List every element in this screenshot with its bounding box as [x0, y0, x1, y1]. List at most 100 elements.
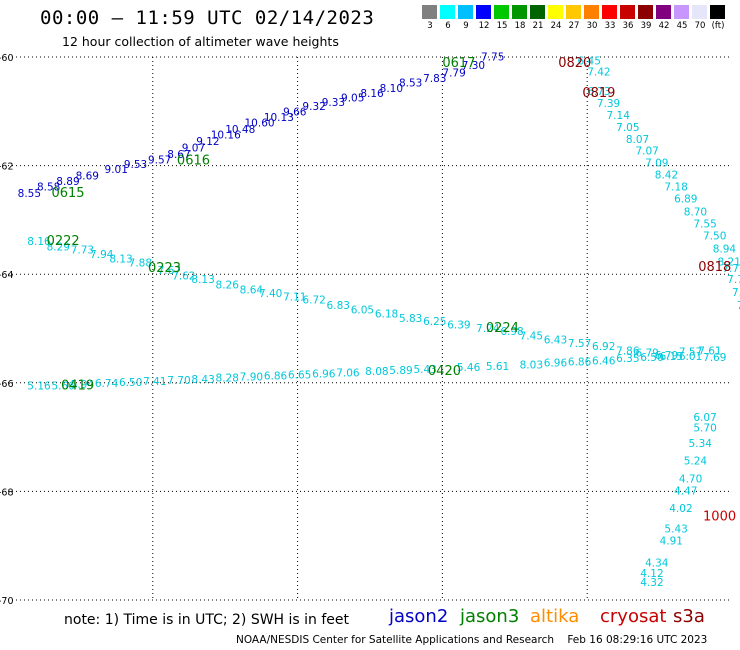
wave-height-value: 8.16 [27, 236, 51, 248]
wave-height-value: 8.07 [626, 134, 649, 146]
wave-height-value: 6.86 [264, 371, 288, 383]
altimeter-map: -60-62-64-66-68-70-150-147-144-141-138-1… [0, 51, 740, 605]
color-scale-label: 39 [640, 21, 652, 31]
wave-height-value: 9.12 [196, 136, 219, 148]
wave-height-value: 7.73 [71, 245, 94, 257]
wave-height-value: 4.91 [660, 536, 683, 548]
wave-height-value: 7.75 [727, 274, 740, 286]
track-pass-label: 0224 [486, 321, 519, 336]
lat-tick-label: -64 [0, 270, 14, 281]
color-scale-label: 6 [445, 21, 451, 31]
wave-height-value: 9.53 [124, 159, 147, 171]
wave-height-value: 10.48 [225, 124, 255, 136]
wave-height-value: 5.43 [413, 364, 436, 376]
wave-height-value: 9.33 [322, 97, 345, 109]
color-scale-label: 9 [463, 21, 469, 31]
wave-height-value: 8.64 [240, 285, 264, 297]
wave-height-value: 7.83 [423, 73, 446, 85]
track-pass-label: 0818 [698, 260, 731, 275]
wave-height-value: 9.32 [302, 101, 325, 113]
legend-cryosat: cryosat [600, 606, 667, 627]
wave-height-value: 8.94 [713, 243, 737, 255]
wave-height-value: 9.66 [283, 107, 307, 119]
wave-height-value: 6.43 [544, 335, 567, 347]
wave-height-value: 7.39 [597, 98, 620, 110]
wave-height-value: 5.46 [457, 362, 481, 374]
track-pass-label: 0222 [47, 234, 80, 249]
wave-height-value: 6.45 [578, 56, 601, 68]
track-pass-label: 0820 [558, 56, 591, 71]
wave-height-value: 8.21 [718, 257, 740, 269]
wave-height-value: 4.02 [669, 503, 692, 515]
wave-height-value: 7.94 [90, 249, 114, 261]
lat-tick-label: -62 [0, 162, 14, 173]
lat-tick-label: -70 [0, 596, 14, 605]
color-scale-label: 3 [427, 21, 433, 31]
wave-height-value: 8.69 [76, 171, 99, 183]
color-scale-box [548, 5, 563, 19]
color-scale-box [710, 5, 725, 19]
color-scale-box [530, 5, 545, 19]
lat-tick-label: -68 [0, 487, 14, 498]
legend-s3a: s3a [673, 606, 705, 627]
wave-height-value: 5.43 [664, 524, 687, 536]
wave-height-value: 8.70 [684, 207, 707, 219]
wave-height-value: 7.90 [737, 300, 740, 312]
wave-height-value: 7.69 [703, 352, 726, 364]
wave-height-value: 9.01 [105, 164, 128, 176]
wave-height-value: 7.61 [698, 346, 721, 358]
wave-height-value: 6.05 [351, 304, 374, 316]
wave-height-value: 6.46 [592, 355, 616, 367]
color-scale-box [566, 5, 581, 19]
wave-height-value: 7.57 [679, 347, 702, 359]
wave-height-value: 4.12 [640, 568, 663, 580]
color-scale-box [638, 5, 653, 19]
track-pass-label: 0223 [148, 261, 181, 276]
track-pass-label: 0616 [177, 154, 210, 169]
lat-tick-label: -60 [0, 53, 14, 64]
wave-height-value: 7.30 [462, 60, 485, 72]
wave-height-value: 6.18 [375, 309, 398, 321]
track-pass-label: 0420 [428, 364, 461, 379]
wave-height-value: 5.34 [689, 438, 713, 450]
wave-height-value: 8.67 [167, 149, 190, 161]
track-pass-label: 0819 [582, 86, 615, 101]
wave-height-value: 5.83 [399, 313, 422, 325]
color-scale-box [422, 5, 437, 19]
color-scale-label: 27 [568, 21, 580, 31]
track-pass-label: 0615 [51, 186, 84, 201]
color-scale-box [512, 5, 527, 19]
wave-height-value: 7.75 [481, 51, 504, 63]
wave-height-value: 8.13 [191, 274, 214, 286]
legend-jason2: jason2 [389, 606, 449, 627]
wave-height-value: 8.13 [109, 253, 132, 265]
wave-height-value: 7.50 [703, 230, 726, 242]
wave-height-value: 7.79 [442, 68, 465, 80]
wave-height-value: 7.40 [259, 288, 282, 300]
wave-height-value: 8.43 [191, 374, 214, 386]
wave-height-value: 9.05 [341, 93, 364, 105]
wave-height-value: 7.06 [336, 367, 360, 379]
color-scale-label: 12 [478, 21, 490, 31]
wave-height-value: 10.16 [211, 129, 241, 141]
map-title: 00:00 – 11:59 UTC 02/14/2023 [40, 7, 375, 29]
wave-height-value: 6.15 [660, 351, 683, 363]
wave-height-value: 7.90 [240, 372, 263, 384]
color-scale-label: 70 [694, 21, 706, 31]
color-scale-box [656, 5, 671, 19]
color-scale-label: 21 [532, 21, 544, 31]
color-scale-label: 42 [658, 21, 670, 31]
color-scale-label: 33 [604, 21, 616, 31]
wave-height-value: 5.66 [51, 380, 75, 392]
wave-height-value: 8.55 [18, 188, 41, 200]
track-pass-label: 0617 [442, 56, 475, 71]
color-scale-box [602, 5, 617, 19]
wave-height-value: 7.62 [172, 271, 195, 283]
wave-height-value: 7.07 [635, 146, 658, 158]
lat-tick-label: -66 [0, 379, 14, 390]
color-scale-label: 30 [586, 21, 598, 31]
track-pass-label: 0419 [61, 378, 94, 393]
color-scale-box [476, 5, 491, 19]
color-scale-box [440, 5, 455, 19]
wave-height-value: 7.75 [722, 263, 740, 275]
